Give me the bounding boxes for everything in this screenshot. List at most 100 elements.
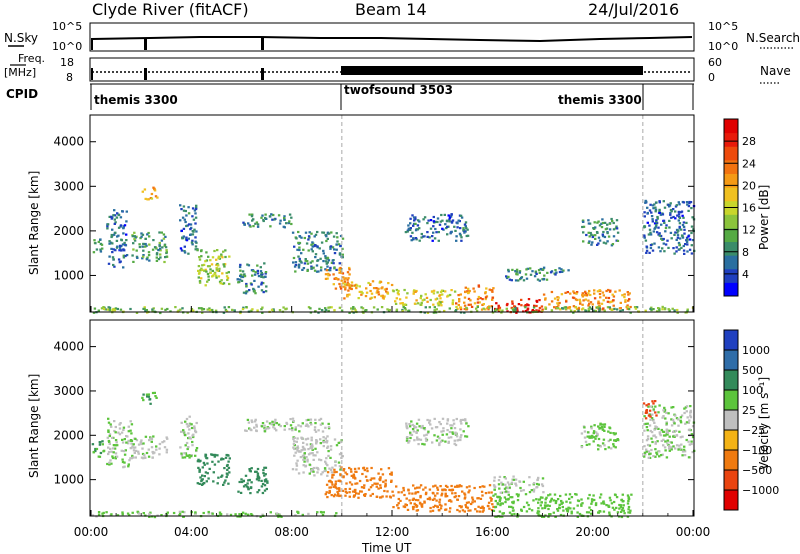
velocity-pixel [397, 491, 400, 494]
power-pixel [662, 242, 665, 245]
power-pixel [609, 300, 612, 303]
power-pixel [573, 292, 576, 295]
velocity-pixel [373, 477, 376, 480]
power-pixel [407, 224, 410, 227]
velocity-pixel [123, 438, 126, 441]
power-pixel [201, 268, 204, 272]
velocity-pixel [456, 508, 459, 512]
power-pixel [430, 290, 434, 293]
velocity-pixel [680, 443, 683, 446]
velocity-pixel [185, 454, 188, 457]
velocity-pixel [341, 489, 345, 492]
power-pixel [327, 259, 331, 262]
power-pixel [626, 306, 629, 309]
power-pixel [395, 308, 399, 311]
power-pixel [670, 210, 673, 213]
power-pixel [215, 266, 218, 269]
power-pixel [606, 300, 610, 303]
station-title: Clyde River (fitACF) [92, 0, 249, 19]
velocity-pixel [431, 441, 434, 444]
power-pixel [141, 233, 145, 236]
velocity-pixel [94, 449, 97, 453]
velocity-pixel [385, 495, 388, 498]
power-pixel [627, 299, 630, 302]
velocity-pixel [550, 499, 553, 502]
power-pixel [174, 306, 177, 309]
power-pixel [327, 309, 330, 312]
velocity-pixel [250, 513, 253, 516]
velocity-pixel [142, 457, 145, 460]
velocity-pixel [402, 486, 405, 490]
velocity-pixel [657, 427, 660, 430]
velocity-pixel [363, 494, 367, 497]
velocity-pixel [528, 484, 531, 487]
velocity-pixel [340, 456, 343, 459]
power-pixel [565, 300, 568, 303]
power-pixel [261, 306, 264, 309]
velocity-pixel [681, 450, 685, 453]
velocity-pixel [202, 511, 205, 515]
power-pixel [672, 247, 675, 250]
velocity-pixel [357, 492, 360, 495]
power-pixel [115, 239, 119, 242]
velocity-pixel [532, 499, 535, 502]
velocity-pixel [653, 421, 656, 424]
velocity-patch [106, 417, 134, 469]
power-pixel [322, 252, 325, 255]
power-pixel [525, 268, 528, 271]
power-pixel [652, 207, 655, 210]
power-pixel [414, 237, 418, 240]
power-pixel [397, 293, 400, 296]
power-pixel [516, 309, 519, 312]
power-pixel [678, 227, 681, 230]
power-pixel [661, 308, 664, 311]
velocity-pixel [444, 508, 447, 511]
power-pixel [690, 207, 693, 210]
power-pixel [539, 267, 542, 271]
velocity-pixel [291, 427, 294, 430]
velocity-pixel [305, 419, 308, 422]
velocity-pixel [330, 481, 333, 484]
velocity-pixel [98, 455, 102, 458]
power-pixel [451, 299, 455, 302]
power-pixel [316, 230, 319, 234]
velocity-pixel [602, 501, 605, 504]
power-pixel [649, 203, 652, 206]
power-pixel [185, 214, 188, 217]
power-pixel [558, 267, 561, 270]
velocity-pixel [493, 476, 496, 479]
velocity-pixel [680, 448, 683, 451]
velocity-pixel [360, 486, 364, 489]
velocity-pixel [114, 425, 117, 429]
power-pixel [603, 235, 607, 239]
power-pixel [615, 219, 619, 222]
power-pixel [331, 259, 334, 262]
power-pixel [463, 223, 467, 226]
power-pixel [651, 220, 654, 223]
velocity-pixel [153, 516, 157, 519]
power-pixel [189, 233, 192, 236]
velocity-pixel [365, 467, 369, 470]
velocity-pixel [559, 494, 562, 498]
power-pixel [642, 226, 646, 229]
power-pixel [597, 300, 600, 303]
power-pixel [677, 219, 680, 222]
power-colorbar-tick-label: 4 [742, 268, 749, 281]
power-pixel [344, 277, 347, 280]
velocity-pixel [505, 498, 508, 501]
velocity-pixel [303, 448, 307, 451]
power-pixel [538, 279, 541, 282]
velocity-pixel [489, 496, 492, 499]
velocity-pixel [431, 509, 435, 512]
velocity-pixel [565, 507, 568, 510]
power-pixel [595, 231, 599, 234]
power-pixel [213, 272, 216, 275]
velocity-pixel [408, 492, 411, 495]
power-pixel [197, 276, 200, 279]
velocity-pixel [665, 422, 668, 425]
velocity-pixel [677, 424, 680, 427]
power-pixel [491, 290, 494, 293]
power-pixel [468, 289, 471, 293]
